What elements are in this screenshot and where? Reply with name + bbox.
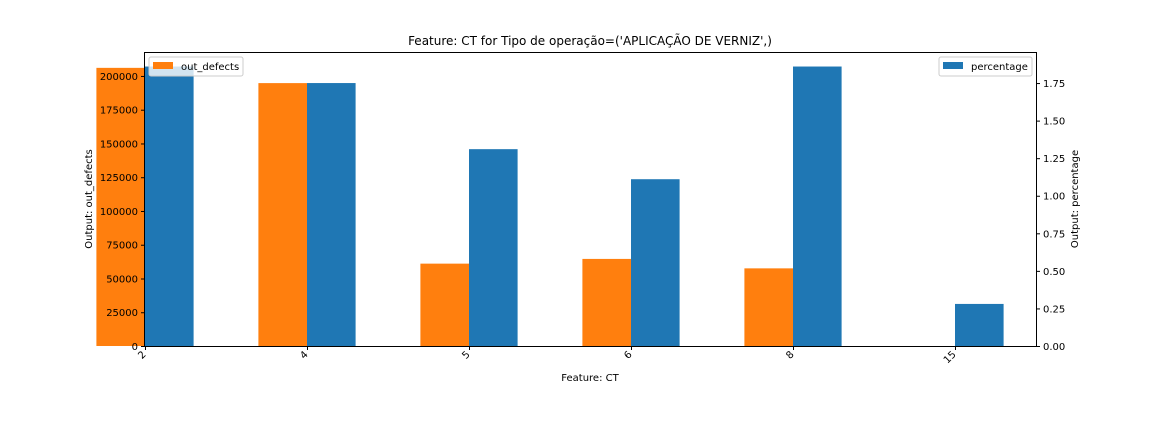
bar-out-defects-8 [744,268,793,346]
bar-out-defects-2 [96,67,145,346]
right-tick-label: 0.50 [1043,267,1065,278]
bar-out-defects-5 [420,263,469,346]
left-tick-label: 100000 [100,207,138,218]
bars-layer [96,66,1004,347]
right-axis: 0.00 0.25 0.50 0.75 1.00 1.25 1.50 1.75 [1036,79,1065,353]
left-tick-label: 125000 [100,173,138,184]
left-axis: 0 25000 50000 75000 100000 125000 150000 175000… [100,72,145,353]
right-tick-label: 1.25 [1043,154,1065,165]
x-axis: 2 4 5 6 8 15 [136,346,959,366]
bar-percentage-4 [307,83,356,347]
x-axis-label: Feature: CT [561,373,619,384]
x-tick-label: 5 [460,349,472,361]
plot-frame [144,52,1037,347]
left-tick-label: 200000 [100,72,138,83]
legend-swatch [943,62,963,69]
left-tick-label: 75000 [106,241,138,252]
bar-percentage-15 [955,303,1004,346]
x-tick-label: 4 [298,349,310,361]
left-tick-label: 25000 [106,308,138,319]
bar-out-defects-6 [582,258,631,346]
bar-percentage-5 [469,149,518,346]
legend-out-defects: out_defects [148,56,244,77]
chart-title: Feature: CT for Tipo de operação=('APLIC… [408,33,772,48]
left-axis-label: Output: out_defects [84,149,95,248]
x-tick-label: 15 [942,349,959,366]
right-tick-label: 0.75 [1043,229,1065,240]
bar-out-defects-4 [258,83,307,346]
x-tick-label: 2 [136,349,148,361]
legend-label: out_defects [181,62,239,73]
legend-label: percentage [971,62,1028,73]
left-tick-label: 150000 [100,139,138,150]
legend-frame [148,56,244,77]
right-tick-label: 1.00 [1043,192,1065,203]
left-tick-label: 50000 [106,274,138,285]
left-tick-label: 0 [132,342,138,353]
bar-percentage-6 [631,179,680,346]
x-tick-label: 8 [784,349,796,361]
legend-percentage: percentage [938,56,1033,77]
right-axis-label: Output: percentage [1070,150,1081,248]
bar-percentage-2 [145,66,194,347]
bar-percentage-8 [793,66,842,347]
right-tick-label: 0.25 [1043,304,1065,315]
x-tick-label: 6 [622,349,634,361]
right-tick-label: 0.00 [1043,342,1065,353]
right-tick-label: 1.75 [1043,79,1065,90]
left-tick-label: 175000 [100,106,138,117]
legend-swatch [153,62,173,69]
right-tick-label: 1.50 [1043,117,1065,128]
legend-frame [938,56,1033,77]
